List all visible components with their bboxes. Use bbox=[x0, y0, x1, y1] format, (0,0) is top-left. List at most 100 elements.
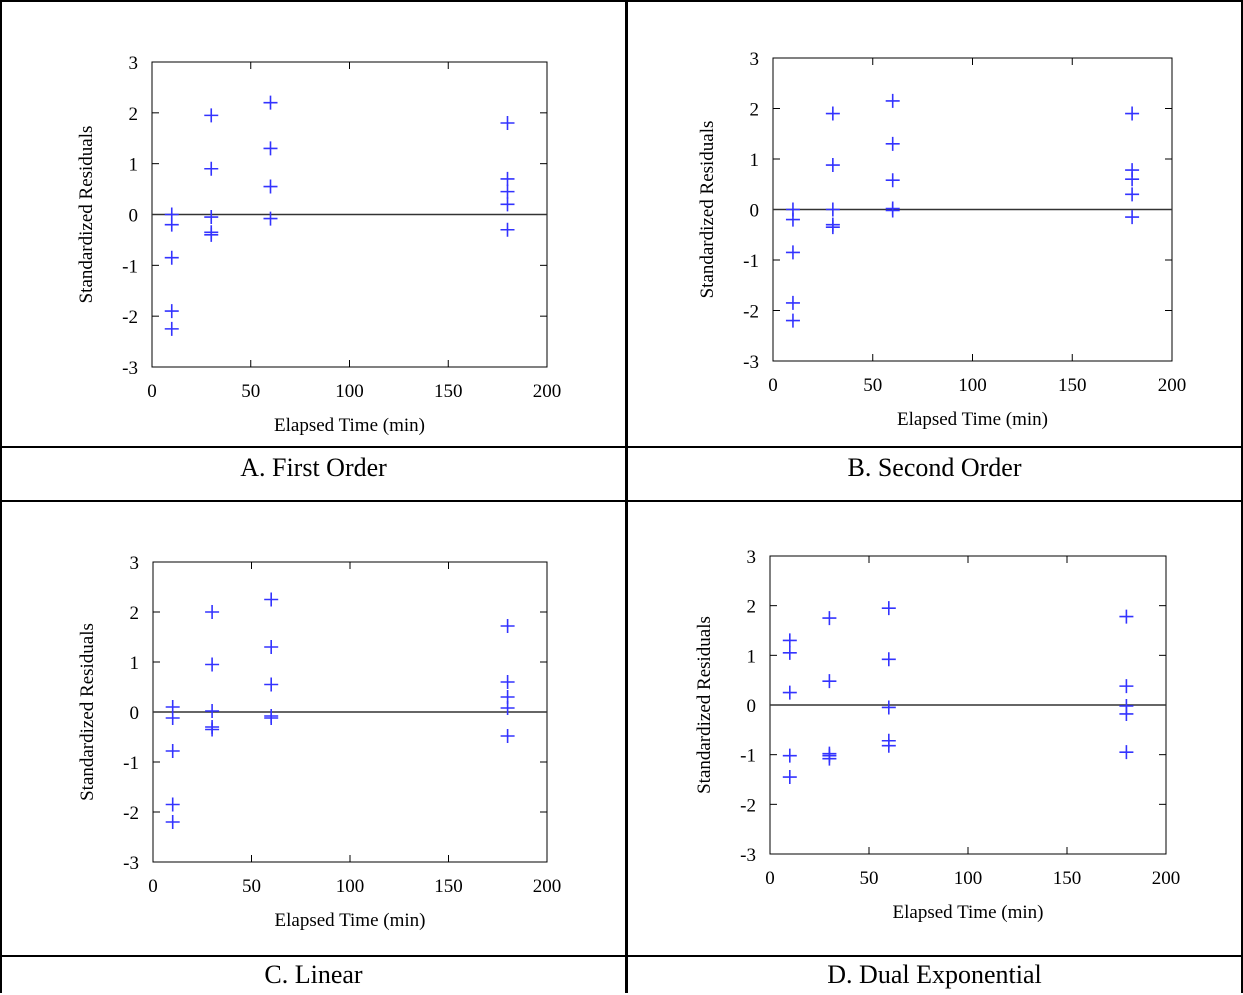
caption-dual-exponential: D. Dual Exponential bbox=[827, 960, 1042, 989]
chart-3-data-point bbox=[782, 633, 797, 648]
chart-3-x-tick-label: 200 bbox=[1152, 868, 1181, 889]
chart-0-x-tick-label: 0 bbox=[147, 381, 157, 402]
chart-3-data-point bbox=[1119, 706, 1134, 721]
chart-2-data-point bbox=[500, 675, 515, 689]
chart-1-y-axis-title: Standardized Residuals bbox=[697, 121, 718, 299]
chart-1-data-point bbox=[1125, 172, 1140, 187]
caption-first-order: A. First Order bbox=[240, 453, 387, 482]
chart-3-data-point bbox=[881, 700, 896, 715]
chart-1-x-tick-label: 0 bbox=[768, 375, 778, 396]
chart-2-data-point bbox=[264, 592, 279, 607]
chart-2-data-point bbox=[165, 797, 180, 812]
chart-1-data-point bbox=[825, 106, 840, 121]
chart-3-data-point bbox=[1119, 745, 1134, 760]
chart-1-data-point bbox=[785, 245, 800, 260]
chart-3-data-point bbox=[782, 685, 797, 700]
chart-2-y-tick-label: -2 bbox=[123, 803, 139, 824]
chart-0-data-point bbox=[263, 179, 278, 194]
chart-0-x-tick-label: 100 bbox=[335, 381, 364, 402]
chart-2-y-tick-label: 2 bbox=[130, 603, 140, 624]
chart-2-x-tick-label: 200 bbox=[533, 876, 562, 897]
chart-2-data-point bbox=[165, 815, 180, 829]
chart-2-data-point bbox=[205, 605, 220, 619]
chart-1-x-tick-label: 100 bbox=[958, 375, 987, 396]
chart-3-y-tick-label: 0 bbox=[747, 696, 757, 717]
chart-1-data-point bbox=[885, 173, 900, 188]
chart-0-y-tick-label: 2 bbox=[129, 104, 139, 125]
chart-3-x-tick-label: 0 bbox=[765, 868, 775, 889]
chart-2-data-point bbox=[165, 744, 180, 758]
chart-1-x-tick-label: 200 bbox=[1158, 375, 1187, 396]
chart-2-data-point bbox=[264, 640, 279, 654]
chart-0-data-point bbox=[164, 304, 179, 319]
chart-2-x-tick-label: 50 bbox=[242, 876, 261, 897]
chart-0-y-tick-label: -3 bbox=[122, 358, 138, 379]
chart-0-data-point bbox=[263, 95, 278, 110]
chart-linear: 3 2 1 0 -1 -2 -3 0 50 100 150 200 Elapsed Time (min)… bbox=[77, 553, 562, 931]
chart-3-data-point bbox=[881, 738, 896, 753]
chart-2-y-tick-label: 0 bbox=[130, 703, 140, 724]
column-divider bbox=[625, 0, 628, 993]
chart-0-data-point bbox=[204, 210, 219, 225]
chart-0-data-point bbox=[263, 141, 278, 156]
chart-2-y-tick-label: 3 bbox=[130, 553, 140, 574]
chart-2-y-axis-title: Standardized Residuals bbox=[77, 623, 98, 801]
chart-2-x-tick-label: 100 bbox=[336, 876, 365, 897]
caption-linear: C. Linear bbox=[264, 960, 363, 989]
chart-2-data-point bbox=[264, 711, 279, 725]
chart-2-y-tick-label: -3 bbox=[123, 853, 139, 874]
chart-1-data-point bbox=[885, 203, 900, 218]
chart-0-x-tick-label: 200 bbox=[533, 381, 562, 402]
chart-1-x-tick-label: 50 bbox=[863, 375, 882, 396]
chart-0-data-point bbox=[500, 171, 515, 186]
chart-3-x-tick-label: 50 bbox=[860, 868, 879, 889]
chart-1-data-point bbox=[825, 202, 840, 217]
chart-2-data-point bbox=[165, 711, 180, 725]
chart-1-data-point bbox=[1125, 106, 1140, 121]
chart-3-y-tick-label: -2 bbox=[740, 795, 756, 816]
chart-0-data-point bbox=[500, 197, 515, 212]
chart-0-data-point bbox=[263, 211, 278, 226]
chart-0-x-tick-label: 150 bbox=[434, 381, 463, 402]
chart-3-data-point bbox=[881, 652, 896, 667]
chart-3-data-point bbox=[822, 611, 837, 626]
chart-0-data-point bbox=[500, 222, 515, 237]
chart-0-data-point bbox=[164, 217, 179, 232]
chart-2-y-tick-label: 1 bbox=[130, 653, 140, 674]
chart-2-data-point bbox=[500, 619, 515, 633]
chart-3-data-point bbox=[782, 770, 797, 785]
chart-3-y-axis-title: Standardized Residuals bbox=[694, 616, 715, 794]
chart-0-data-point bbox=[204, 161, 219, 176]
chart-3-y-tick-label: 2 bbox=[747, 597, 757, 618]
chart-2-x-axis-title: Elapsed Time (min) bbox=[275, 910, 426, 931]
chart-3-data-point bbox=[822, 751, 837, 766]
chart-1-data-point bbox=[785, 313, 800, 328]
chart-3-data-point bbox=[822, 674, 837, 689]
chart-1-data-point bbox=[885, 93, 900, 108]
chart-3-y-tick-label: -1 bbox=[740, 746, 756, 767]
chart-second-order: 3 2 1 0 -1 -2 -3 0 50 100 150 200 Elapsed Time (min)… bbox=[697, 49, 1187, 430]
chart-1-data-point bbox=[1125, 210, 1140, 225]
chart-dual-exponential: 3 2 1 0 -1 -2 -3 0 50 100 150 200 Elapsed Time (min)… bbox=[694, 547, 1181, 923]
chart-2-data-point bbox=[500, 729, 515, 743]
row-divider-a bbox=[0, 446, 1243, 448]
chart-1-y-tick-label: -1 bbox=[743, 251, 759, 272]
chart-3-x-axis-title: Elapsed Time (min) bbox=[893, 902, 1044, 923]
chart-1-y-tick-label: 2 bbox=[750, 100, 760, 121]
chart-1-x-tick-label: 150 bbox=[1058, 375, 1087, 396]
chart-0-data-point bbox=[204, 227, 219, 242]
chart-1-y-tick-label: 3 bbox=[750, 49, 760, 70]
chart-0-data-point bbox=[164, 250, 179, 265]
chart-0-data-point bbox=[500, 116, 515, 130]
chart-2-data-point bbox=[205, 704, 220, 718]
chart-1-data-point bbox=[1125, 187, 1140, 202]
chart-1-data-point bbox=[885, 136, 900, 151]
chart-1-y-tick-label: 0 bbox=[750, 201, 760, 222]
chart-0-y-tick-label: -2 bbox=[122, 307, 138, 328]
chart-0-y-axis-title: Standardized Residuals bbox=[76, 126, 97, 304]
chart-0-x-axis-title: Elapsed Time (min) bbox=[274, 415, 425, 436]
chart-2-x-tick-label: 150 bbox=[434, 876, 463, 897]
row-divider-b bbox=[0, 500, 1243, 502]
chart-3-data-point bbox=[782, 645, 797, 660]
